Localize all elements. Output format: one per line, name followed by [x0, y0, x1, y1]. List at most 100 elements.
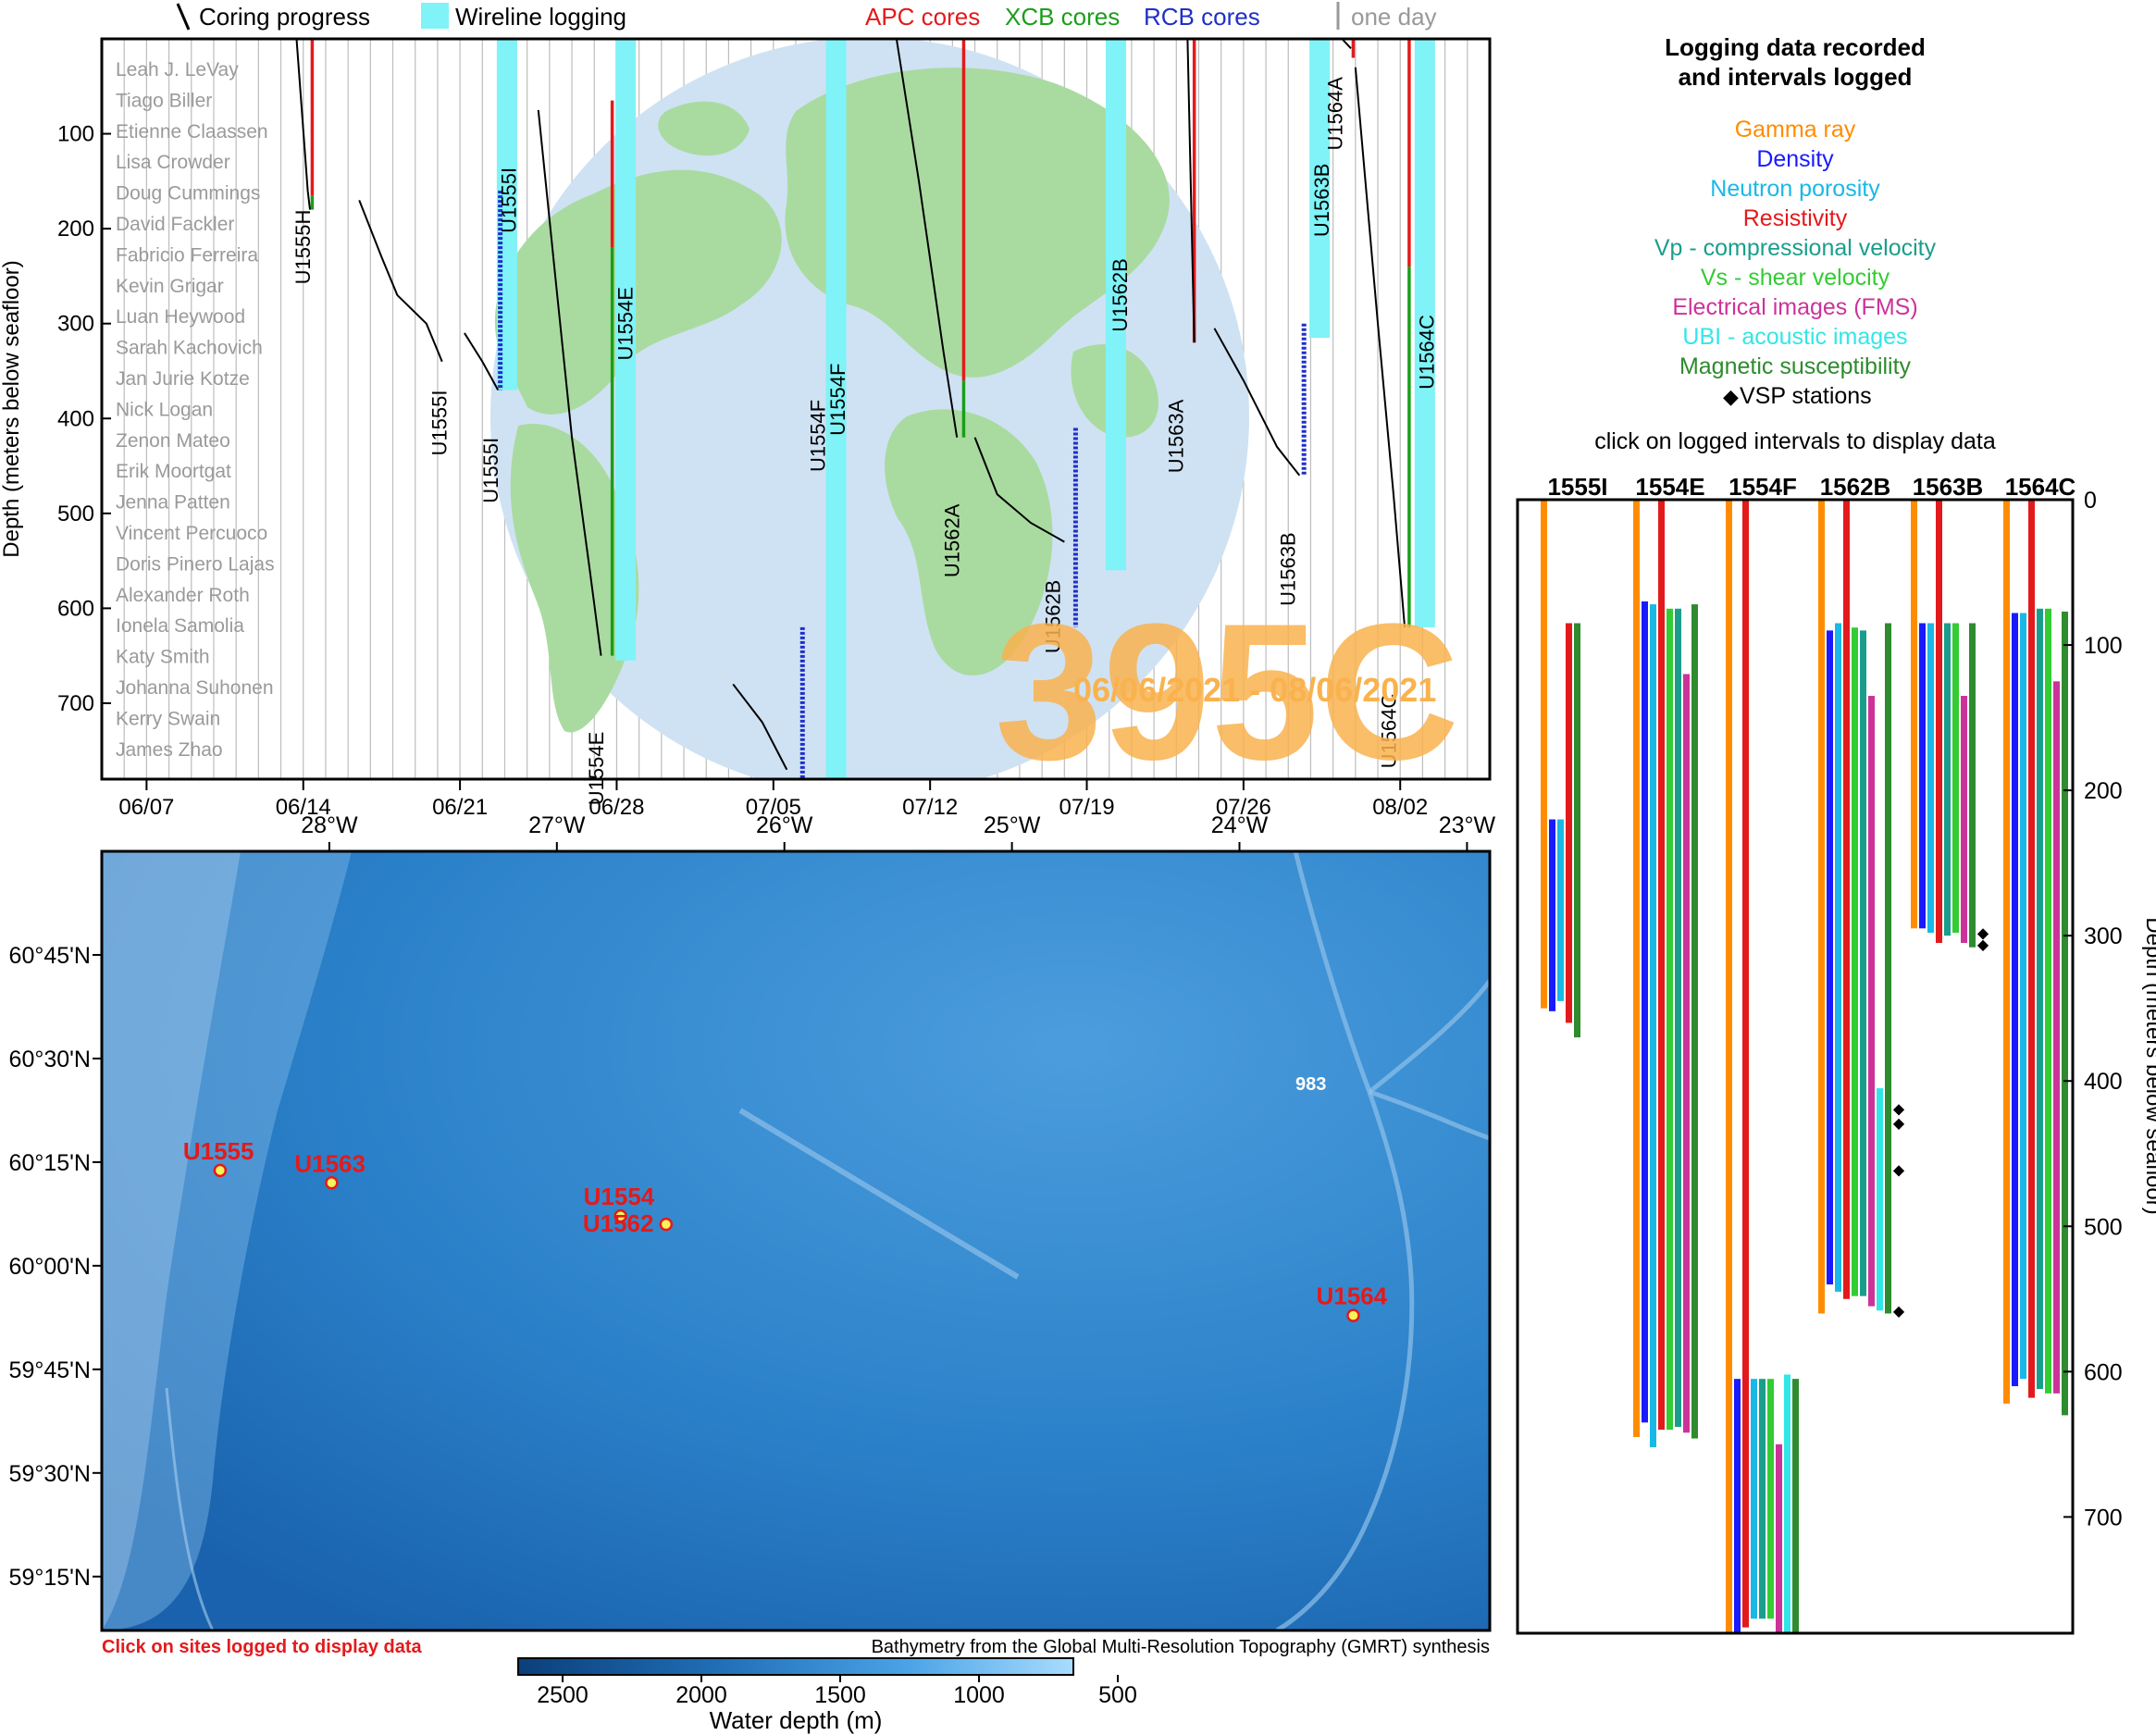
logging-interval-bar[interactable]: [2037, 608, 2043, 1390]
site-marker-u1554[interactable]: [613, 1208, 627, 1223]
science-party-name: Katy Smith: [116, 647, 210, 668]
logging-interval-bar[interactable]: [1726, 500, 1732, 1633]
site-marker-u1555[interactable]: [213, 1163, 228, 1178]
colorbar-tick-label: 1000: [953, 1682, 1005, 1708]
logging-y-tick-label: 300: [2084, 923, 2123, 949]
logging-interval-bar[interactable]: [1650, 604, 1656, 1447]
wireline-interval-u1563b[interactable]: [1309, 39, 1331, 339]
logging-interval-bar[interactable]: [2053, 681, 2060, 1394]
logging-interval-bar[interactable]: [1911, 500, 1917, 929]
logging-interval-bar[interactable]: [1969, 623, 1976, 948]
logging-interval-bar[interactable]: [1751, 1379, 1757, 1619]
science-party-names: Leah J. LeVay Tiago Biller Etienne Claasse…: [116, 59, 275, 761]
logging-hole-header: 1564C: [2005, 473, 2076, 501]
logging-interval-bar[interactable]: [1868, 696, 1875, 1307]
site-marker-u1564[interactable]: [1346, 1308, 1360, 1322]
logging-interval-bar[interactable]: [1936, 500, 1942, 944]
logging-interval-bar[interactable]: [1843, 500, 1850, 1299]
logging-title-line1: Logging data recorded: [1665, 33, 1926, 61]
logging-interval-bar[interactable]: [1877, 1088, 1883, 1311]
science-party-name: Zenon Mateo: [116, 430, 230, 452]
logging-intervals-chart: Logging data recorded and intervals logg…: [1516, 33, 2156, 1635]
logging-y-axis-label: Depth (meters below seafloor): [2141, 917, 2156, 1214]
logging-interval-bar[interactable]: [1784, 1374, 1790, 1633]
logging-interval-bar[interactable]: [1919, 623, 1926, 929]
logging-interval-bar[interactable]: [1658, 500, 1665, 1431]
x-tick-label: 07/05: [746, 795, 801, 820]
logging-interval-bar[interactable]: [1852, 627, 1858, 1296]
site-label-u1555[interactable]: U1555: [183, 1137, 254, 1165]
logging-interval-bar[interactable]: [1683, 674, 1690, 1433]
logging-interval-bar[interactable]: [1734, 1379, 1741, 1633]
logging-interval-bar[interactable]: [1742, 500, 1749, 1628]
site-label-u1562[interactable]: U1562: [583, 1209, 654, 1237]
science-party-name: Etienne Claassen: [116, 121, 268, 143]
logging-interval-bars[interactable]: [1541, 500, 2068, 1633]
coring-progress-lines: [295, 38, 1406, 771]
science-party-name: Kevin Grigar: [116, 276, 224, 297]
logging-interval-bar[interactable]: [1642, 601, 1648, 1423]
map-frame: [100, 849, 1492, 1632]
site-label-u1564[interactable]: U1564: [1316, 1283, 1387, 1310]
hole-label: U1562A: [941, 503, 964, 577]
logging-interval-bar[interactable]: [1667, 608, 1673, 1431]
wireline-interval-u1554e[interactable]: [615, 39, 637, 661]
y-tick-label: 700: [57, 691, 94, 716]
logging-interval-bar[interactable]: [2003, 500, 2010, 1404]
logging-interval-bar[interactable]: [1541, 500, 1547, 1009]
logging-interval-bar[interactable]: [1633, 500, 1640, 1437]
timeline-x-axis: 06/07 06/14 06/21 06/28 07/05 07/12 07/19 07/26…: [118, 779, 1428, 820]
map-longitude-axis: 28°W 27°W 26°W 25°W 24°W 23°W: [301, 812, 1496, 851]
logging-interval-bar[interactable]: [1827, 630, 1833, 1285]
logging-interval-bar[interactable]: [2028, 500, 2035, 1398]
logging-interval-bar[interactable]: [1759, 1379, 1766, 1619]
logging-legend-entry: Magnetic susceptibility: [1679, 353, 1912, 379]
vsp-station-marker: ◆: [1893, 1101, 1905, 1117]
logging-interval-bar[interactable]: [1566, 623, 1572, 1023]
wireline-legend-swatch: [421, 3, 449, 29]
science-party-name: Doris Pinero Lajas: [116, 553, 275, 575]
logging-interval-bar[interactable]: [1885, 623, 1891, 1314]
lat-tick-label: 59°45'N: [9, 1357, 91, 1383]
logging-interval-bar[interactable]: [2062, 611, 2068, 1416]
logging-interval-bar[interactable]: [2012, 613, 2018, 1387]
x-tick-label: 08/02: [1372, 795, 1428, 820]
logging-interval-bar[interactable]: [1952, 623, 1959, 934]
logging-interval-bar[interactable]: [1557, 819, 1564, 1001]
wireline-logging-intervals[interactable]: [496, 39, 1435, 779]
site-label-u1563[interactable]: U1563: [294, 1149, 366, 1177]
logging-interval-bar[interactable]: [1767, 1379, 1774, 1619]
logging-interval-bar[interactable]: [1776, 1444, 1782, 1633]
logging-interval-bar[interactable]: [1691, 604, 1698, 1439]
wireline-interval-u1562b[interactable]: [1105, 39, 1126, 571]
lon-tick-label: 26°W: [756, 812, 813, 838]
wireline-interval-u1554f[interactable]: [825, 39, 847, 779]
logging-interval-bar[interactable]: [1961, 696, 1967, 944]
logging-interval-bar[interactable]: [1835, 623, 1841, 1292]
coring-progress-legend-label: Coring progress: [199, 3, 370, 31]
y-tick-label: 100: [57, 122, 94, 147]
coring-progress-line: [1341, 38, 1352, 49]
logging-interval-bar[interactable]: [1944, 623, 1951, 936]
wireline-interval-u1564c[interactable]: [1414, 39, 1435, 627]
logging-interval-bar[interactable]: [2045, 608, 2051, 1394]
lon-tick-label: 25°W: [984, 812, 1041, 838]
vsp-legend-symbol: ◆: [1723, 385, 1739, 408]
logging-interval-bar[interactable]: [1675, 608, 1681, 1427]
science-party-name: Vincent Percuoco: [116, 523, 267, 544]
logging-interval-bar[interactable]: [1549, 819, 1555, 1011]
logging-hole-header: 1554E: [1635, 473, 1704, 501]
logging-interval-bar[interactable]: [1792, 1379, 1799, 1633]
site-label-u1554[interactable]: U1554: [584, 1183, 655, 1210]
logging-interval-bar[interactable]: [2020, 613, 2026, 1380]
logging-interval-bar[interactable]: [1818, 500, 1825, 1314]
logging-interval-bar[interactable]: [1574, 623, 1580, 1038]
site-marker-u1562[interactable]: [659, 1217, 674, 1232]
vsp-station-marker: ◆: [1893, 1304, 1905, 1320]
logging-interval-bar[interactable]: [1860, 630, 1866, 1296]
site-marker-u1563[interactable]: [325, 1176, 339, 1190]
hole-label: U1555I: [479, 438, 502, 503]
logging-interval-bar[interactable]: [1927, 623, 1934, 934]
x-tick-label: 07/19: [1059, 795, 1114, 820]
